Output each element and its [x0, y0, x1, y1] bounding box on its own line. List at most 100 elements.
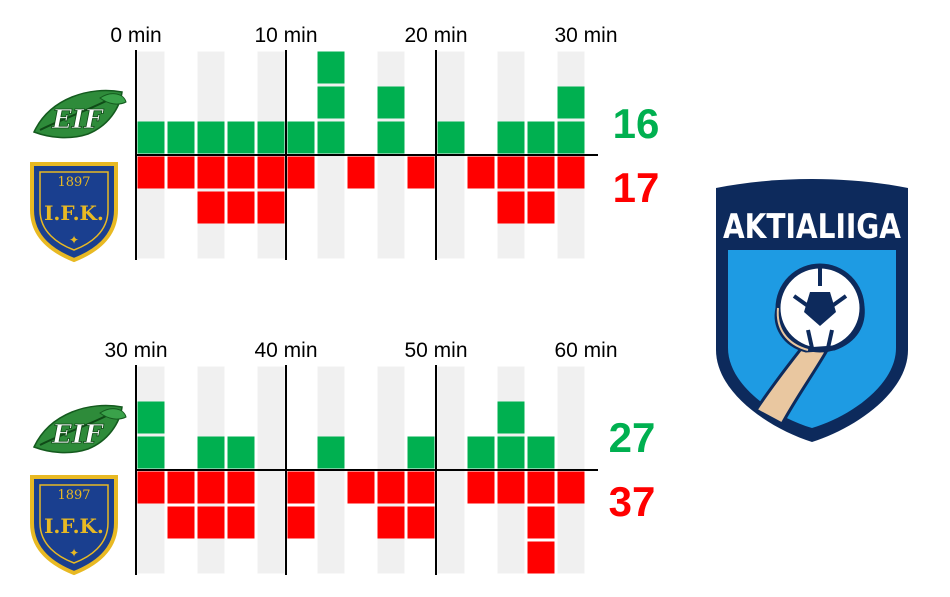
- away-goal-cell: [407, 156, 435, 189]
- empty-cell: [197, 51, 225, 84]
- home-goal-cell: [197, 436, 225, 469]
- empty-cell: [437, 541, 465, 574]
- empty-cell: [557, 401, 585, 434]
- away-goal-cell: [197, 471, 225, 504]
- ifk-star-icon: ✦: [69, 546, 79, 560]
- empty-cell: [257, 401, 285, 434]
- eif-logo-text: EIF: [51, 105, 104, 135]
- away-goal-cell: [497, 156, 525, 189]
- home-goal-cell: [137, 436, 165, 469]
- ifk-star-icon: ✦: [69, 233, 79, 247]
- empty-cell: [557, 191, 585, 224]
- away-goal-cell: [347, 156, 375, 189]
- empty-cell: [437, 191, 465, 224]
- empty-cell: [497, 51, 525, 84]
- away-goal-cell: [527, 471, 555, 504]
- away-goal-cell: [377, 471, 405, 504]
- empty-cell: [497, 541, 525, 574]
- empty-cell: [257, 366, 285, 399]
- home-goal-cell: [497, 401, 525, 434]
- home-score: 16: [613, 100, 660, 147]
- away-goal-cell: [167, 156, 195, 189]
- away-goal-cell: [557, 156, 585, 189]
- home-goal-cell: [317, 436, 345, 469]
- empty-cell: [317, 506, 345, 539]
- empty-cell: [497, 506, 525, 539]
- empty-cell: [437, 401, 465, 434]
- period-chart-1: 0 min 10 min 20 min 30 min 16 17: [110, 24, 659, 260]
- home-goal-cell: [137, 121, 165, 154]
- empty-cell: [557, 506, 585, 539]
- home-goal-cell: [437, 121, 465, 154]
- x-tick-label: 0 min: [110, 24, 161, 47]
- ifk-crest-logo: 1897 I.F.K. ✦: [30, 475, 118, 576]
- away-goal-cell: [557, 471, 585, 504]
- home-goal-cell: [497, 436, 525, 469]
- empty-cell: [257, 471, 285, 504]
- empty-cell: [317, 366, 345, 399]
- empty-cell: [137, 191, 165, 224]
- empty-cell: [197, 541, 225, 574]
- empty-cell: [257, 436, 285, 469]
- home-goal-cell: [227, 121, 255, 154]
- home-goal-cell: [317, 51, 345, 84]
- charts-layer: 0 min 10 min 20 min 30 min 16 17 30 min 40 min 5…: [104, 24, 659, 575]
- empty-cell: [257, 51, 285, 84]
- empty-cell: [317, 156, 345, 189]
- home-goal-cell: [137, 401, 165, 434]
- eif-logo: EIF: [32, 89, 127, 139]
- ifk-crest-logo: 1897 I.F.K. ✦: [30, 162, 118, 263]
- home-goal-cell: [497, 121, 525, 154]
- empty-cell: [317, 401, 345, 434]
- away-goal-cell: [257, 156, 285, 189]
- empty-cell: [557, 436, 585, 469]
- home-goal-cell: [557, 121, 585, 154]
- away-score: 37: [609, 478, 656, 525]
- empty-cell: [437, 51, 465, 84]
- home-goal-cell: [317, 86, 345, 119]
- away-goal-cell: [407, 471, 435, 504]
- away-goal-cell: [497, 191, 525, 224]
- x-tick-label: 20 min: [404, 24, 467, 47]
- away-goal-cell: [527, 541, 555, 574]
- empty-cell: [437, 366, 465, 399]
- empty-cell: [137, 366, 165, 399]
- away-goal-cell: [137, 156, 165, 189]
- empty-cell: [137, 51, 165, 84]
- home-goal-cell: [527, 121, 555, 154]
- ifk-name: I.F.K.: [44, 514, 104, 538]
- away-goal-cell: [257, 191, 285, 224]
- away-goal-cell: [347, 471, 375, 504]
- away-goal-cell: [287, 471, 315, 504]
- x-tick-label: 10 min: [254, 24, 317, 47]
- empty-cell: [257, 541, 285, 574]
- eif-logo: EIF: [32, 404, 127, 454]
- empty-cell: [497, 226, 525, 259]
- empty-cell: [137, 86, 165, 119]
- home-goal-cell: [227, 436, 255, 469]
- away-goal-cell: [407, 506, 435, 539]
- x-tick-label: 40 min: [254, 339, 317, 362]
- ifk-name: I.F.K.: [44, 201, 104, 225]
- x-tick-label: 30 min: [554, 24, 617, 47]
- home-goal-cell: [557, 86, 585, 119]
- ifk-year: 1897: [57, 175, 90, 190]
- empty-cell: [557, 541, 585, 574]
- home-goal-cell: [377, 86, 405, 119]
- empty-cell: [197, 86, 225, 119]
- empty-cell: [377, 226, 405, 259]
- empty-cell: [377, 541, 405, 574]
- empty-cell: [437, 86, 465, 119]
- empty-cell: [137, 226, 165, 259]
- empty-cell: [197, 401, 225, 434]
- empty-cell: [197, 366, 225, 399]
- empty-cell: [557, 51, 585, 84]
- empty-cell: [317, 226, 345, 259]
- away-goal-cell: [467, 471, 495, 504]
- away-goal-cell: [527, 191, 555, 224]
- away-goal-cell: [227, 471, 255, 504]
- empty-cell: [257, 506, 285, 539]
- home-goal-cell: [377, 121, 405, 154]
- away-goal-cell: [227, 191, 255, 224]
